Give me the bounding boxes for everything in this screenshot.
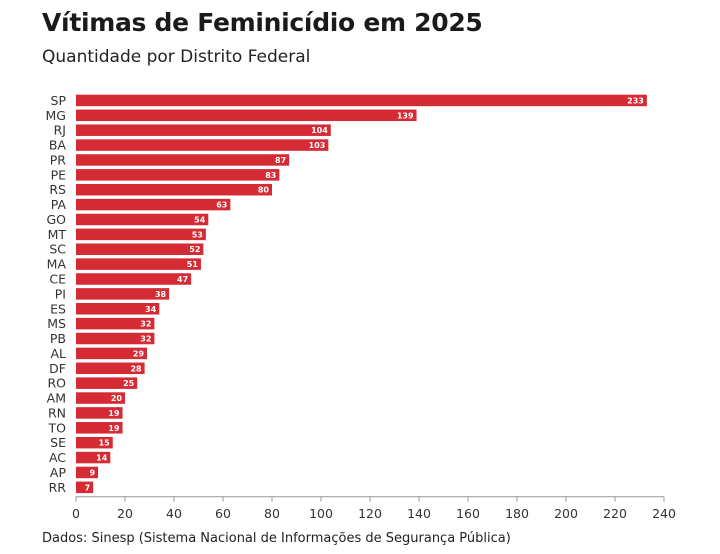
category-label-ro: RO	[47, 376, 66, 391]
category-label-es: ES	[50, 301, 66, 316]
bar-rn	[76, 407, 123, 419]
data-label-pe: 83	[265, 171, 276, 180]
data-label-ma: 51	[187, 260, 199, 269]
data-label-es: 34	[145, 305, 157, 314]
category-label-mt: MT	[48, 227, 67, 242]
data-label-mg: 139	[397, 111, 414, 120]
data-source-note: Dados: Sinesp (Sistema Nacional de Infor…	[42, 531, 511, 546]
category-label-rs: RS	[49, 182, 66, 197]
data-label-al: 29	[133, 349, 145, 358]
category-label-df: DF	[49, 361, 66, 376]
data-label-mt: 53	[192, 230, 203, 239]
x-tick-label: 120	[358, 506, 382, 521]
bar-to	[76, 422, 123, 434]
x-tick-label: 180	[505, 506, 529, 521]
data-label-ce: 47	[177, 275, 188, 284]
bar-am	[76, 392, 125, 404]
category-label-ba: BA	[49, 138, 67, 153]
data-label-pi: 38	[155, 290, 167, 299]
category-label-pe: PE	[51, 167, 67, 182]
data-label-df: 28	[130, 364, 142, 373]
data-label-rr: 7	[85, 483, 91, 492]
bar-pe	[76, 169, 280, 181]
category-label-go: GO	[46, 212, 66, 227]
data-label-rj: 104	[311, 126, 328, 135]
bar-mg	[76, 109, 417, 122]
bar-pa	[76, 198, 231, 211]
data-label-rs: 80	[258, 186, 270, 195]
bar-ms	[76, 317, 155, 330]
x-tick-label: 100	[309, 506, 333, 521]
data-label-sp: 233	[627, 96, 644, 105]
x-tick-label: 160	[456, 506, 480, 521]
bar-pr	[76, 154, 290, 166]
data-label-to: 19	[108, 424, 120, 433]
bar-rs	[76, 183, 272, 196]
bar-df	[76, 362, 145, 375]
bar-go	[76, 213, 209, 226]
bar-ap	[76, 466, 99, 479]
bar-sc	[76, 243, 204, 255]
x-tick-label: 60	[215, 506, 231, 521]
data-label-ro: 25	[123, 379, 135, 388]
bar-ac	[76, 451, 111, 464]
bar-al	[76, 347, 148, 360]
x-tick-label: 240	[652, 506, 676, 521]
data-label-sc: 52	[189, 245, 200, 254]
bar-ro	[76, 377, 138, 389]
data-label-ms: 32	[140, 320, 151, 329]
category-label-pa: PA	[51, 197, 67, 212]
chart-subtitle: Quantidade por Distrito Federal	[42, 47, 311, 67]
x-tick-label: 140	[407, 506, 431, 521]
x-tick-label: 0	[72, 506, 80, 521]
category-label-sc: SC	[49, 242, 66, 257]
bar-sp	[76, 94, 647, 107]
x-tick-label: 200	[554, 506, 578, 521]
bar-ce	[76, 273, 192, 285]
category-label-mg: MG	[46, 108, 66, 123]
category-label-am: AM	[47, 391, 66, 406]
data-label-ac: 14	[96, 454, 108, 463]
chart-title: Vítimas de Feminicídio em 2025	[42, 8, 483, 37]
bar-rj	[76, 124, 331, 136]
category-label-se: SE	[50, 435, 66, 450]
bar-rr	[76, 481, 94, 494]
category-label-rr: RR	[49, 480, 67, 495]
x-tick-label: 20	[117, 506, 133, 521]
x-tick-label: 80	[264, 506, 280, 521]
category-label-rj: RJ	[54, 123, 66, 138]
data-label-ap: 9	[89, 468, 95, 477]
category-label-sp: SP	[51, 93, 67, 108]
category-label-pr: PR	[50, 152, 67, 167]
bar-se	[76, 436, 113, 449]
data-label-ba: 103	[309, 141, 326, 150]
x-tick-label: 220	[603, 506, 627, 521]
category-label-pi: PI	[55, 286, 66, 301]
category-label-ap: AP	[50, 465, 67, 480]
data-label-go: 54	[194, 215, 206, 224]
category-label-ce: CE	[49, 272, 66, 287]
data-label-pb: 32	[140, 335, 151, 344]
data-label-am: 20	[111, 394, 123, 403]
category-label-ac: AC	[49, 450, 66, 465]
bar-pi	[76, 288, 170, 300]
category-label-ma: MA	[47, 257, 67, 272]
bar-ba	[76, 139, 329, 151]
bar-ma	[76, 258, 201, 270]
data-label-pa: 63	[216, 201, 227, 210]
data-label-se: 15	[99, 439, 111, 448]
category-label-al: AL	[50, 346, 66, 361]
data-label-rn: 19	[108, 409, 120, 418]
bar-es	[76, 303, 160, 315]
category-label-rn: RN	[48, 405, 66, 420]
x-tick-label: 40	[166, 506, 182, 521]
category-label-ms: MS	[47, 316, 66, 331]
bar-pb	[76, 332, 155, 345]
bar-mt	[76, 228, 206, 241]
category-label-pb: PB	[50, 331, 66, 346]
data-label-pr: 87	[275, 156, 286, 165]
category-label-to: TO	[48, 420, 67, 435]
